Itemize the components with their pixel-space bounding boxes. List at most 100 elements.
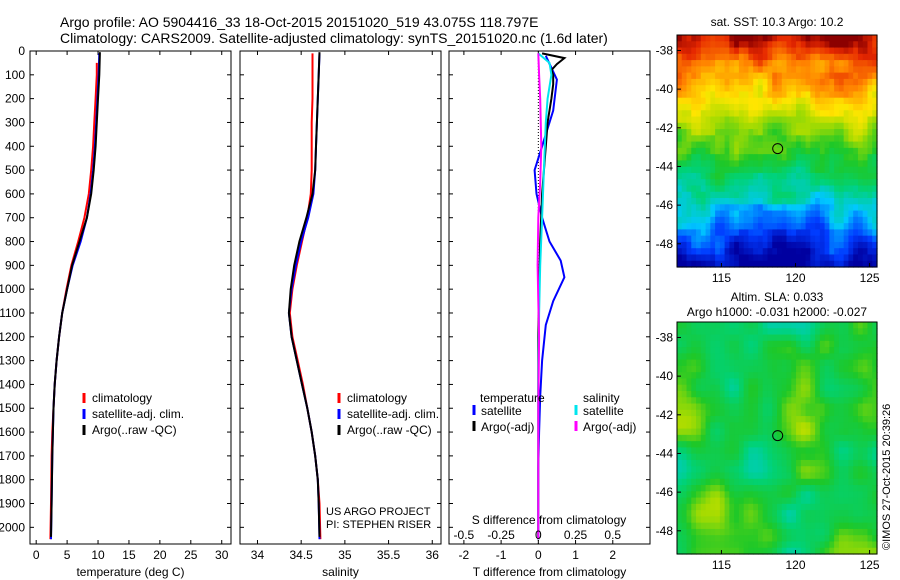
sst-map-pixel <box>791 241 797 249</box>
sst-map-pixel <box>848 160 854 168</box>
sla-map-pixel <box>853 422 859 430</box>
sst-map-pixel <box>696 53 702 61</box>
sla-map-pixel <box>834 491 840 499</box>
sla-map-pixel <box>805 516 811 524</box>
sla-map-pixel <box>738 516 745 524</box>
sst-map-pixel <box>762 72 769 80</box>
sla-map-pixel <box>686 535 692 543</box>
sla-map-pixel <box>800 428 807 436</box>
sla-map-pixel <box>867 372 873 380</box>
sla-map-pixel <box>824 472 830 480</box>
sst-map-pixel <box>796 53 802 61</box>
sst-map-pixel <box>800 229 807 237</box>
sla-map-pixel <box>729 541 735 549</box>
sla-map-pixel <box>757 365 764 373</box>
sst-map-pixel <box>691 41 697 49</box>
difference-legend-temperature-title: temperature <box>480 391 545 405</box>
sla-map-pixel <box>824 359 830 367</box>
sst-map-pixel <box>710 129 716 136</box>
sst-map-pixel <box>862 248 869 256</box>
sla-map-pixel <box>838 372 845 380</box>
sst-map-pixel <box>743 53 750 61</box>
sst-map-pixel <box>777 216 783 224</box>
sst-map-pixel <box>848 47 854 55</box>
sst-map-pixel <box>843 154 850 162</box>
sla-map-pixel <box>805 390 811 398</box>
sla-map-pixel <box>681 322 688 329</box>
sla-map-pixel <box>767 535 773 543</box>
sla-map-pixel <box>753 328 759 336</box>
sst-map-pixel <box>843 248 850 256</box>
sla-map-pixel <box>710 397 716 405</box>
sla-map-pixel <box>805 485 811 492</box>
sst-map-pixel <box>681 129 688 136</box>
sst-map-pixel <box>843 160 850 168</box>
sla-map-pixel <box>700 422 707 430</box>
sst-map-pixel <box>796 110 802 118</box>
sst-map-pixel <box>691 122 697 130</box>
sla-map-pixel <box>762 403 769 411</box>
sst-map-pixel <box>772 154 778 162</box>
sst-map-pixel <box>748 103 754 111</box>
sla-map-ytick-label: -40 <box>656 369 674 383</box>
sst-map-pixel <box>862 185 869 193</box>
sst-map-pixel <box>767 147 773 155</box>
sla-map-pixel <box>838 472 845 480</box>
sla-map-pixel <box>748 459 754 467</box>
sst-map-pixel <box>843 103 850 111</box>
sla-map-pixel <box>872 441 878 449</box>
sla-map-pixel <box>724 340 730 348</box>
sst-map-pixel <box>715 66 721 74</box>
sla-map-pixel <box>848 409 854 417</box>
sla-map-pixel <box>762 491 769 499</box>
sla-map-pixel <box>691 416 697 423</box>
sla-map-pixel <box>762 340 769 348</box>
sst-map-pixel <box>757 147 764 155</box>
sla-map-pixel <box>819 359 826 367</box>
sla-map-pixel <box>791 390 797 398</box>
sla-map-pixel <box>838 503 845 511</box>
sla-map-pixel <box>700 497 707 505</box>
sla-map-pixel <box>853 453 859 461</box>
sla-map-pixel <box>786 528 792 536</box>
sst-map-pixel <box>843 210 850 218</box>
sst-map-pixel <box>815 160 821 168</box>
sst-map-pixel <box>757 204 764 212</box>
sst-map-pixel <box>834 191 840 199</box>
sla-map-pixel <box>734 397 740 405</box>
sst-map-pixel <box>762 198 769 205</box>
difference-xlabel: T difference from climatology <box>473 565 627 579</box>
sst-map-pixel <box>848 229 854 237</box>
sst-map-pixel <box>757 47 764 55</box>
sla-map-pixel <box>853 384 859 392</box>
sla-map-pixel <box>777 340 783 348</box>
sst-map-pixel <box>748 53 754 61</box>
sla-map-pixel <box>681 478 688 486</box>
sst-map-pixel <box>738 116 745 124</box>
sla-map-pixel <box>862 347 869 354</box>
sst-map-pixel <box>729 129 735 136</box>
sla-map-pixel <box>710 434 716 442</box>
sla-map-pixel <box>786 510 792 517</box>
sst-map-pixel <box>777 91 783 99</box>
sla-map-pixel <box>872 347 878 354</box>
sla-map-pixel <box>848 422 854 430</box>
sst-map-pixel <box>791 116 797 124</box>
sla-map-pixel <box>777 428 783 436</box>
pi-credit: PI: STEPHEN RISER <box>326 519 431 531</box>
sla-map-pixel <box>781 334 788 342</box>
sst-map-pixel <box>838 41 845 49</box>
sst-map-pixel <box>691 129 697 136</box>
sst-map-ytick-label: -48 <box>656 237 674 251</box>
sst-map-pixel <box>781 135 788 143</box>
sla-map-pixel <box>786 522 792 530</box>
sst-map-pixel <box>853 110 859 118</box>
sla-map-pixel <box>724 334 730 342</box>
sst-map-pixel <box>815 254 821 262</box>
sla-map-pixel <box>696 384 702 392</box>
sla-map-pixel <box>743 466 750 474</box>
sst-map-pixel <box>867 185 873 193</box>
sst-map-pixel <box>781 248 788 256</box>
sst-map-pixel <box>700 135 707 143</box>
sst-map-pixel <box>838 191 845 199</box>
